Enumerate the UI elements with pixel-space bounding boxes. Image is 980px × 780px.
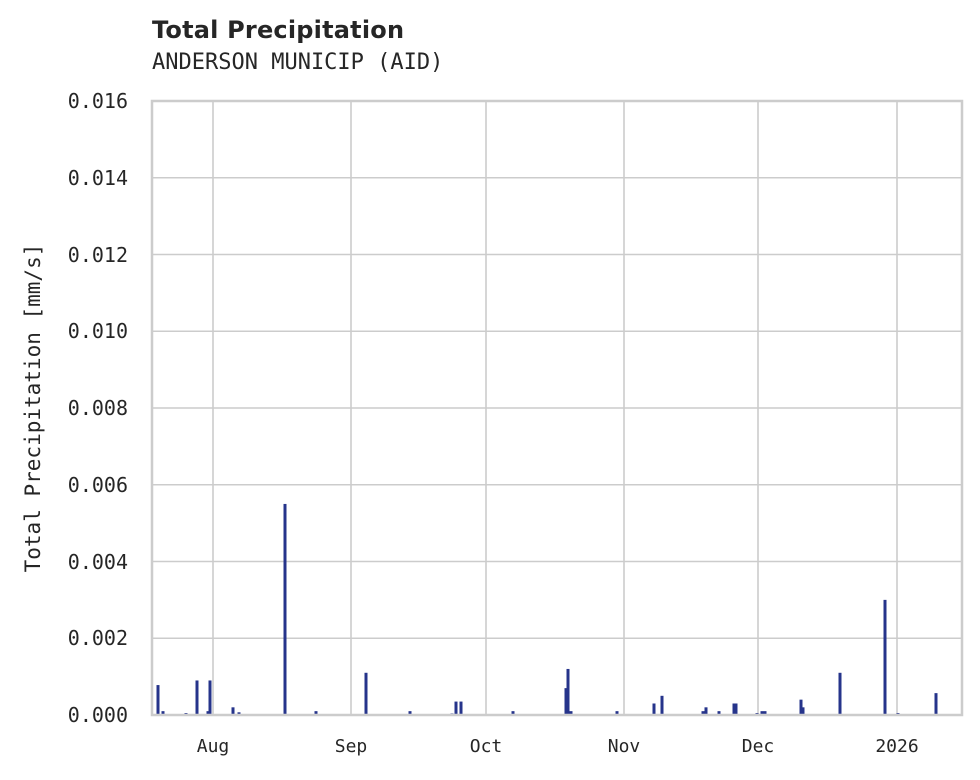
x-tick-label: Aug xyxy=(196,736,230,757)
y-tick-label: 0.016 xyxy=(67,89,128,113)
precipitation-bar xyxy=(237,712,241,715)
precipitation-bar xyxy=(195,680,199,715)
precipitation-bar xyxy=(934,693,938,715)
precipitation-bar xyxy=(838,672,842,715)
precipitation-bar xyxy=(717,711,721,715)
precipitation-bar xyxy=(156,685,160,715)
y-tick-label: 0.004 xyxy=(67,549,128,574)
y-tick-label: 0.010 xyxy=(67,319,128,344)
chart-subtitle: ANDERSON MUNICIP (AID) xyxy=(152,50,444,75)
y-tick-label: 0.000 xyxy=(67,703,128,727)
precipitation-bar xyxy=(564,688,568,715)
precipitation-bar xyxy=(734,703,738,715)
precipitation-bar xyxy=(763,711,767,715)
y-tick-label: 0.012 xyxy=(67,242,128,267)
precipitation-bar xyxy=(566,668,570,715)
precipitation-bar xyxy=(314,711,318,715)
precipitation-bar xyxy=(801,707,805,715)
precipitation-bar xyxy=(283,503,287,715)
precipitation-bar xyxy=(208,680,212,715)
y-tick-label: 0.014 xyxy=(67,165,128,190)
precipitation-bar xyxy=(459,701,463,715)
precipitation-bar xyxy=(732,703,736,715)
precipitation-bar xyxy=(231,707,235,715)
x-tick-label: Dec xyxy=(741,736,775,757)
precipitation-bar xyxy=(799,699,803,715)
precipitation-bar xyxy=(652,703,656,715)
precipitation-bar xyxy=(206,711,210,715)
y-tick-label: 0.006 xyxy=(67,472,128,497)
plot-frame xyxy=(150,99,964,717)
y-tick-label: 0.002 xyxy=(67,626,128,651)
x-tick-label: Oct xyxy=(469,736,503,757)
y-tick-label: 0.008 xyxy=(67,396,128,420)
precipitation-bar xyxy=(701,711,705,715)
x-tick-label: 2026 xyxy=(875,736,919,757)
precipitation-bar xyxy=(569,711,573,715)
precipitation-bar xyxy=(760,711,764,715)
grid-lines xyxy=(152,100,962,716)
x-tick-label: Nov xyxy=(607,736,641,757)
precipitation-bar xyxy=(454,701,458,715)
precipitation-bar xyxy=(660,695,664,715)
precipitation-bar xyxy=(883,599,887,715)
precipitation-bar xyxy=(408,711,412,715)
precipitation-bar xyxy=(161,711,165,715)
x-tick-label: Sep xyxy=(334,736,368,757)
precipitation-bar xyxy=(704,707,708,715)
precipitation-bars xyxy=(156,503,938,715)
precipitation-bar xyxy=(511,711,515,715)
chart-title: Total Precipitation xyxy=(152,16,405,44)
precipitation-bar xyxy=(615,711,619,715)
precipitation-bar xyxy=(364,672,368,715)
